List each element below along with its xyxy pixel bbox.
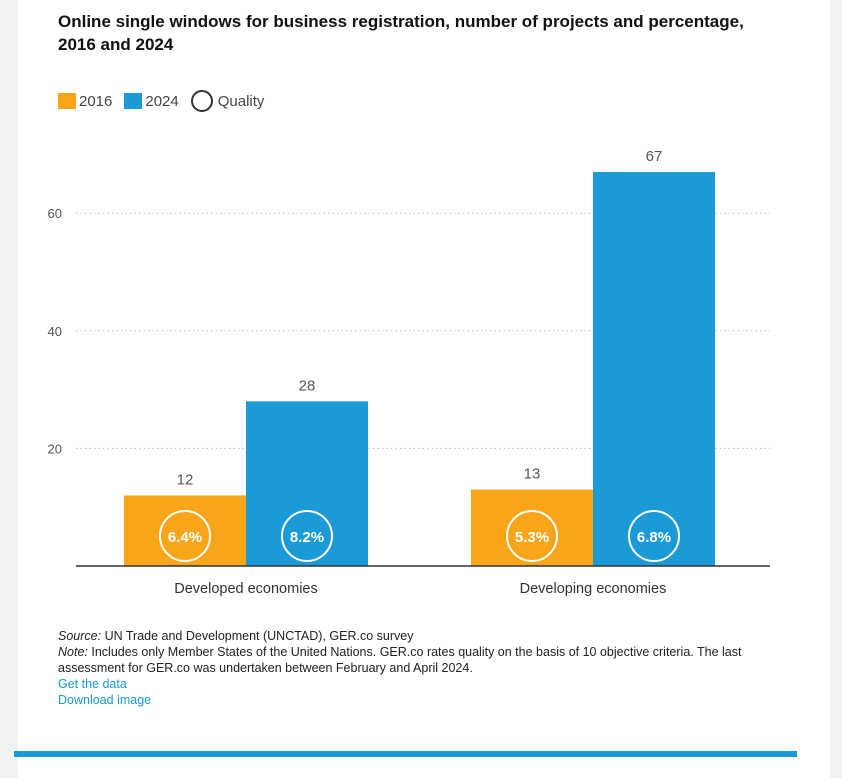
quality-circle [159, 510, 211, 562]
bar-chart: 20 40 60 12 6.4% 28 8.2% Developed economies 13 5… [48, 148, 770, 597]
data-label: 13 [524, 466, 541, 483]
note-label: Note: [58, 645, 88, 659]
x-tick-label: Developing economies [520, 581, 667, 597]
chart-footer: Source: UN Trade and Development (UNCTAD… [58, 628, 798, 708]
bar-2024-1 [593, 172, 715, 567]
legend: 2016 2024 Quality [58, 88, 276, 114]
bar-2024-0 [246, 401, 368, 566]
quality-circle [628, 510, 680, 562]
chart-title: Online single windows for business regis… [58, 12, 744, 54]
y-tick-label: 20 [48, 441, 62, 456]
legend-item-quality: Quality [190, 90, 265, 112]
source-text: UN Trade and Development (UNCTAD), GER.c… [101, 629, 414, 643]
legend-swatch-2024 [124, 93, 143, 109]
bar-2016-1 [471, 489, 593, 566]
data-label: 12 [177, 471, 194, 488]
data-label: 28 [299, 377, 316, 394]
bottom-rule [14, 751, 797, 757]
quality-circle [506, 510, 558, 562]
x-tick-label: Developed economies [174, 581, 317, 597]
note-text: Includes only Member States of the Unite… [58, 645, 742, 675]
legend-item-2024: 2024 [124, 92, 179, 110]
legend-label-2016: 2016 [79, 92, 113, 110]
y-tick-label: 60 [48, 206, 62, 221]
source-line: Source: UN Trade and Development (UNCTAD… [58, 628, 798, 644]
quality-circle [281, 510, 333, 562]
quality-label: 6.4% [168, 529, 202, 546]
y-tick-label: 40 [48, 324, 62, 339]
quality-circle-icon [190, 90, 213, 112]
quality-label: 6.8% [637, 529, 671, 546]
legend-swatch-2016 [58, 93, 76, 109]
legend-item-2016: 2016 [58, 93, 112, 110]
download-image-link[interactable]: Download image [58, 693, 152, 707]
legend-label-quality: Quality [217, 92, 265, 110]
data-label: 67 [646, 148, 663, 165]
get-data-link[interactable]: Get the data [58, 677, 127, 691]
quality-label: 5.3% [515, 529, 549, 546]
note-line: Note: Includes only Member States of the… [58, 644, 798, 676]
quality-label: 8.2% [290, 529, 324, 546]
chart-card: Online single windows for business regis… [18, 0, 830, 778]
source-label: Source: [58, 629, 102, 643]
legend-label-2024: 2024 [145, 92, 179, 110]
bar-2016-0 [124, 495, 246, 566]
